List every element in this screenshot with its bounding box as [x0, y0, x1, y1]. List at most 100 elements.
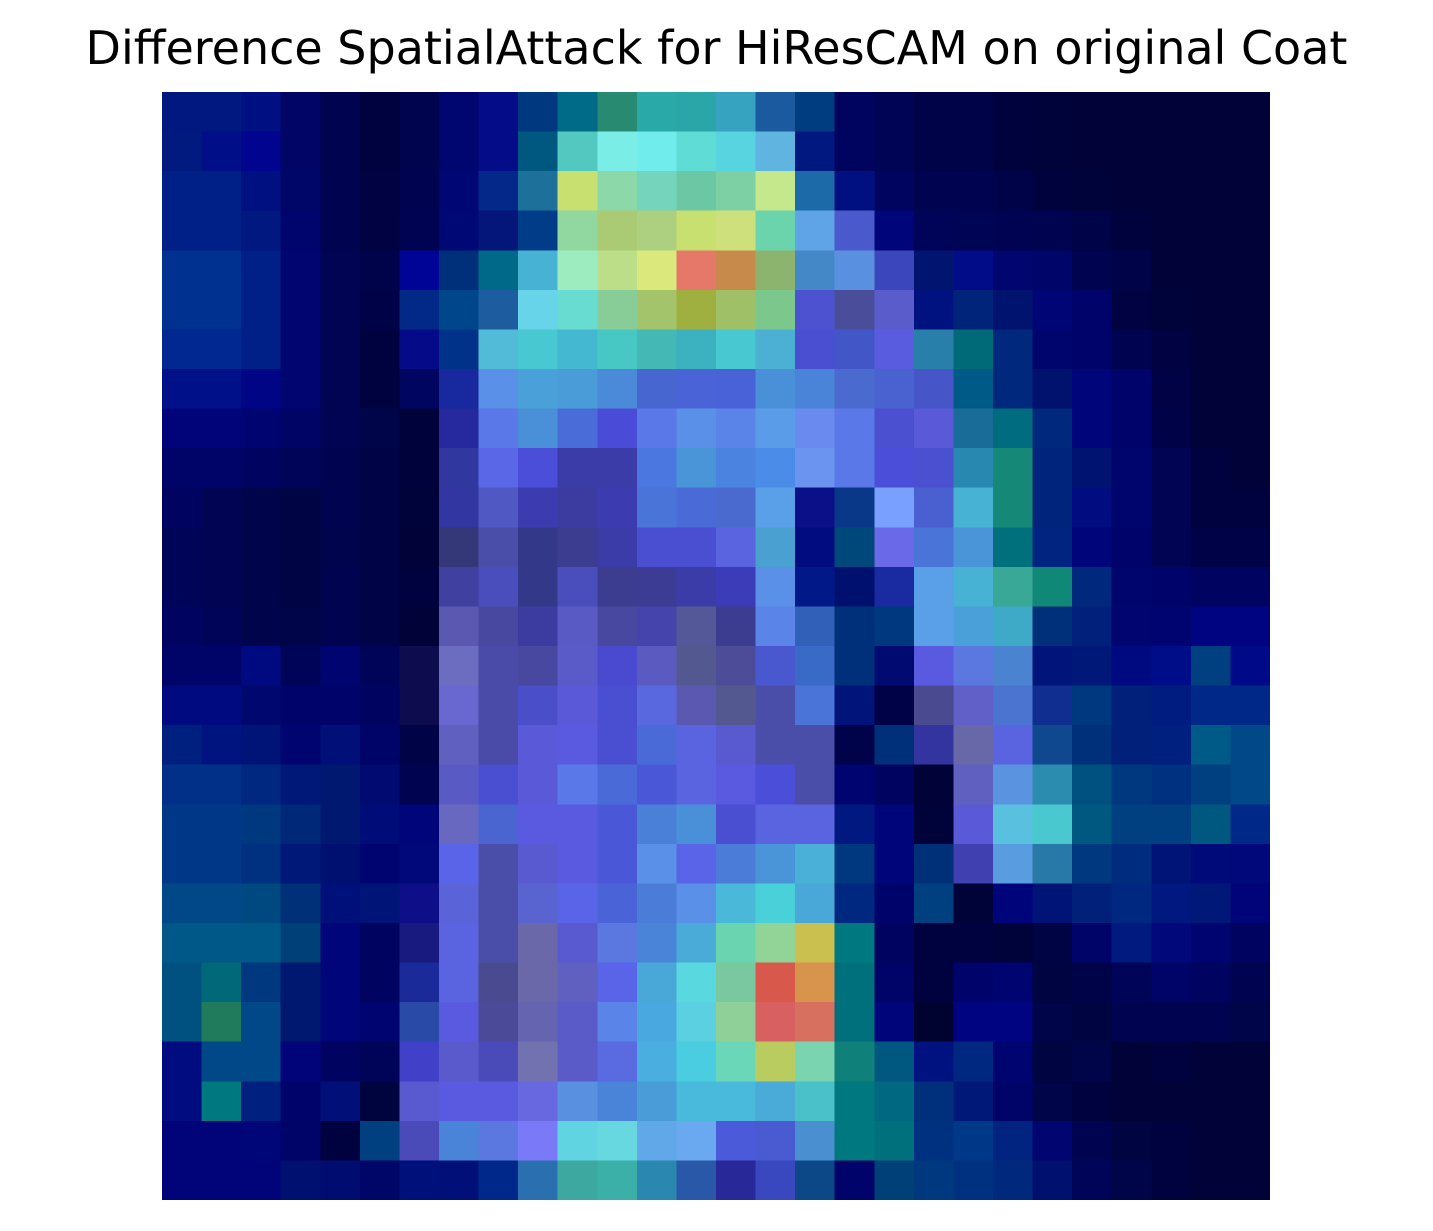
heatmap-cell-r23-c25 [1151, 1002, 1192, 1043]
heatmap-cell-r23-c24 [1111, 1002, 1152, 1043]
heatmap-cell-r26-c14 [716, 1120, 757, 1162]
heatmap-cell-r19-c13 [676, 843, 717, 885]
heatmap-cell-r2-c18 [874, 171, 915, 212]
heatmap-cell-r9-c15 [755, 448, 796, 489]
heatmap-cell-r20-c19 [913, 883, 955, 924]
heatmap-cell-r3-c4 [320, 210, 361, 251]
heatmap-cell-r17-c27 [1230, 764, 1270, 805]
heatmap-cell-r7-c9 [518, 369, 559, 410]
heatmap-cell-r9-c27 [1230, 448, 1270, 489]
heatmap-cell-r18-c17 [834, 804, 875, 845]
heatmap-cell-r16-c6 [399, 725, 440, 766]
heatmap-cell-r14-c18 [874, 646, 915, 687]
heatmap-cell-r14-c19 [913, 646, 955, 687]
heatmap-cell-r25-c27 [1230, 1081, 1270, 1122]
heatmap-cell-r9-c1 [201, 448, 242, 489]
heatmap-cell-r24-c21 [993, 1041, 1034, 1082]
heatmap-cell-r12-c15 [755, 566, 796, 608]
heatmap-cell-r5-c1 [201, 289, 242, 331]
heatmap-cell-r21-c11 [597, 923, 638, 964]
heatmap-cell-r26-c0 [162, 1120, 203, 1162]
heatmap-cell-r5-c5 [359, 289, 401, 331]
heatmap-cell-r10-c9 [518, 487, 559, 528]
heatmap-cell-r18-c24 [1111, 804, 1152, 845]
heatmap-cell-r22-c14 [716, 962, 757, 1003]
heatmap-cell-r8-c1 [201, 408, 242, 449]
heatmap-cell-r16-c1 [201, 725, 242, 766]
heatmap-cell-r19-c10 [557, 843, 598, 885]
heatmap-cell-r24-c7 [439, 1041, 480, 1082]
heatmap-cell-r22-c1 [201, 962, 242, 1003]
heatmap-cell-r25-c18 [874, 1081, 915, 1122]
heatmap-cell-r21-c20 [953, 923, 994, 964]
heatmap-cell-r13-c1 [201, 606, 242, 647]
heatmap-cell-r1-c17 [834, 131, 875, 172]
heatmap-cell-r27-c26 [1190, 1160, 1232, 1200]
heatmap-cell-r14-c5 [359, 646, 401, 687]
heatmap-cell-r16-c13 [676, 725, 717, 766]
heatmap-cell-r13-c6 [399, 606, 440, 647]
heatmap-cell-r9-c11 [597, 448, 638, 489]
heatmap-cell-r3-c3 [280, 210, 321, 251]
heatmap-cell-r15-c4 [320, 685, 361, 726]
heatmap-cell-r10-c20 [953, 487, 994, 528]
heatmap-cell-r15-c9 [518, 685, 559, 726]
heatmap-cell-r17-c25 [1151, 764, 1192, 805]
heatmap-cell-r12-c12 [636, 566, 678, 608]
heatmap-cell-r5-c18 [874, 289, 915, 331]
heatmap-cell-r9-c0 [162, 448, 203, 489]
heatmap-cell-r20-c20 [953, 883, 994, 924]
heatmap-cell-r12-c3 [280, 566, 321, 608]
heatmap-cell-r25-c3 [280, 1081, 321, 1122]
heatmap-cell-r4-c27 [1230, 250, 1270, 291]
heatmap-cell-r4-c9 [518, 250, 559, 291]
heatmap-cell-r8-c5 [359, 408, 401, 449]
heatmap-cell-r9-c24 [1111, 448, 1152, 489]
heatmap-cell-r1-c18 [874, 131, 915, 172]
heatmap-cell-r16-c10 [557, 725, 598, 766]
heatmap-cell-r6-c11 [597, 329, 638, 370]
heatmap-cell-r8-c10 [557, 408, 598, 449]
heatmap-cell-r20-c27 [1230, 883, 1270, 924]
heatmap-cell-r22-c20 [953, 962, 994, 1003]
heatmap-cell-r19-c2 [241, 843, 282, 885]
heatmap-cell-r2-c27 [1230, 171, 1270, 212]
heatmap-cell-r19-c18 [874, 843, 915, 885]
heatmap-cell-r25-c12 [636, 1081, 678, 1122]
heatmap-cell-r14-c2 [241, 646, 282, 687]
heatmap-cell-r15-c23 [1072, 685, 1113, 726]
heatmap-cell-r17-c0 [162, 764, 203, 805]
heatmap-cell-r9-c12 [636, 448, 678, 489]
heatmap-cell-r26-c16 [795, 1120, 836, 1162]
heatmap-cell-r11-c17 [834, 527, 875, 568]
heatmap-cell-r14-c15 [755, 646, 796, 687]
heatmap-cell-r5-c6 [399, 289, 440, 331]
heatmap-cell-r11-c11 [597, 527, 638, 568]
heatmap-cell-r20-c7 [439, 883, 480, 924]
heatmap-cell-r22-c7 [439, 962, 480, 1003]
heatmap-cell-r7-c21 [993, 369, 1034, 410]
heatmap-cell-r26-c24 [1111, 1120, 1152, 1162]
heatmap-cell-r14-c14 [716, 646, 757, 687]
heatmap-cell-r23-c5 [359, 1002, 401, 1043]
heatmap-cell-r21-c27 [1230, 923, 1270, 964]
heatmap-cell-r17-c9 [518, 764, 559, 805]
heatmap-cell-r9-c2 [241, 448, 282, 489]
heatmap-cell-r24-c17 [834, 1041, 875, 1082]
heatmap-cell-r2-c8 [478, 171, 519, 212]
heatmap-cell-r11-c12 [636, 527, 678, 568]
heatmap-cell-r0-c19 [913, 92, 955, 133]
heatmap-cell-r8-c16 [795, 408, 836, 449]
heatmap-cell-r9-c18 [874, 448, 915, 489]
heatmap-cell-r14-c8 [478, 646, 519, 687]
heatmap-cell-r12-c25 [1151, 566, 1192, 608]
heatmap-cell-r6-c17 [834, 329, 875, 370]
heatmap-cell-r20-c14 [716, 883, 757, 924]
heatmap-cell-r15-c0 [162, 685, 203, 726]
chart-title: Difference SpatialAttack for HiResCAM on… [85, 21, 1348, 75]
heatmap-cell-r0-c27 [1230, 92, 1270, 133]
heatmap-cell-r10-c12 [636, 487, 678, 528]
heatmap-cell-r8-c25 [1151, 408, 1192, 449]
heatmap-cell-r15-c12 [636, 685, 678, 726]
heatmap-cell-r14-c26 [1190, 646, 1232, 687]
